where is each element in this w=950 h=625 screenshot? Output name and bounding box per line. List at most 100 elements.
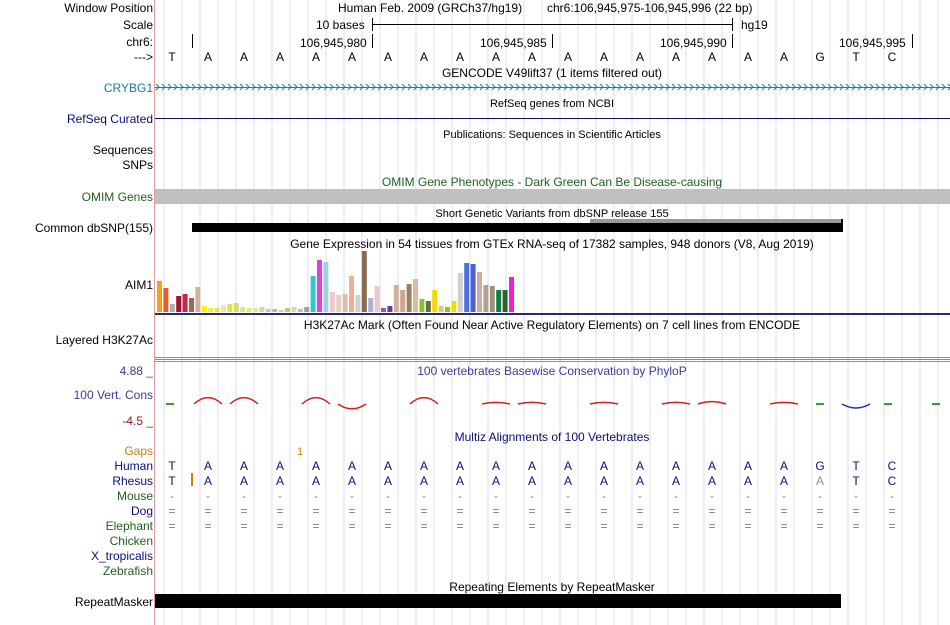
phylop-score-arc bbox=[697, 400, 727, 405]
repeatmasker-track-label[interactable]: RepeatMasker bbox=[74, 595, 153, 609]
gtex-tissue-bar[interactable] bbox=[182, 294, 188, 312]
gtex-tissue-bar[interactable] bbox=[272, 309, 278, 312]
gtex-tissue-bar[interactable] bbox=[502, 290, 508, 312]
gtex-tissue-bar[interactable] bbox=[285, 308, 290, 312]
gtex-tissue-bar[interactable] bbox=[304, 307, 310, 312]
sequence-base: A bbox=[275, 50, 284, 64]
phylop-track-label[interactable]: 100 Vert. Cons bbox=[73, 388, 153, 402]
gtex-tissue-bar[interactable] bbox=[221, 305, 226, 312]
dbsnp-variant-bar[interactable] bbox=[192, 223, 842, 232]
refseq-track-label[interactable]: RefSeq Curated bbox=[66, 112, 153, 126]
gtex-tissue-bar[interactable] bbox=[176, 296, 182, 312]
gtex-tissue-bar[interactable] bbox=[240, 307, 246, 312]
ruler-tick bbox=[372, 34, 373, 48]
gtex-tissue-bar[interactable] bbox=[169, 304, 175, 312]
gtex-tissue-bar[interactable] bbox=[400, 290, 406, 312]
gtex-tissue-bar[interactable] bbox=[425, 301, 431, 312]
gtex-tissue-bar[interactable] bbox=[368, 298, 374, 312]
gtex-gene-label[interactable]: AIM1 bbox=[124, 278, 153, 292]
species-label-rhesus[interactable]: Rhesus bbox=[112, 474, 153, 488]
gtex-tissue-bar[interactable] bbox=[349, 276, 354, 312]
sequence-base: A bbox=[455, 50, 464, 64]
gtex-tissue-bar[interactable] bbox=[477, 272, 482, 312]
gencode-gene-label[interactable]: CRYBG1 bbox=[103, 81, 153, 95]
refseq-gene-line[interactable] bbox=[155, 118, 950, 119]
species-label-dog[interactable]: Dog bbox=[130, 504, 153, 518]
h3k27ac-track-label[interactable]: Layered H3K27Ac bbox=[55, 333, 153, 347]
repeatmasker-track-title[interactable]: Repeating Elements by RepeatMasker bbox=[449, 580, 655, 594]
elephant-base: = bbox=[816, 519, 824, 533]
gtex-tissue-bar[interactable] bbox=[323, 262, 329, 312]
h3k27ac-signal-blue bbox=[155, 357, 950, 358]
gtex-tissue-bar[interactable] bbox=[317, 260, 322, 312]
gtex-tissue-bar[interactable] bbox=[445, 307, 450, 312]
gtex-tissue-bar[interactable] bbox=[336, 295, 342, 312]
publications-sequences-label[interactable]: Sequences bbox=[92, 143, 153, 157]
gtex-tissue-bar[interactable] bbox=[342, 294, 348, 312]
gtex-tissue-bar[interactable] bbox=[297, 309, 303, 312]
gtex-tissue-bar[interactable] bbox=[393, 285, 399, 312]
gtex-tissue-bar[interactable] bbox=[214, 308, 220, 312]
publications-track-title[interactable]: Publications: Sequences in Scientific Ar… bbox=[443, 129, 661, 141]
gtex-tissue-bar[interactable] bbox=[233, 303, 239, 312]
gtex-tissue-bar[interactable] bbox=[195, 287, 201, 312]
species-label-elephant[interactable]: Elephant bbox=[105, 519, 153, 533]
gtex-tissue-bar[interactable] bbox=[432, 290, 438, 312]
gtex-tissue-bar[interactable] bbox=[470, 264, 476, 312]
gtex-tissue-bar[interactable] bbox=[227, 304, 233, 312]
gtex-tissue-bar[interactable] bbox=[265, 309, 271, 312]
gtex-tissue-bar[interactable] bbox=[310, 276, 316, 312]
gtex-tissue-bar[interactable] bbox=[253, 308, 258, 312]
gtex-tissue-bar[interactable] bbox=[489, 286, 495, 312]
gtex-track-title[interactable]: Gene Expression in 54 tissues from GTEx … bbox=[290, 237, 814, 251]
omim-gene-bar[interactable] bbox=[155, 189, 950, 204]
scale-bar bbox=[372, 24, 733, 25]
gtex-tissue-bar[interactable] bbox=[189, 298, 194, 312]
multiz-track-title[interactable]: Multiz Alignments of 100 Vertebrates bbox=[454, 430, 650, 444]
gtex-tissue-bar[interactable] bbox=[329, 292, 335, 312]
species-label-chicken[interactable]: Chicken bbox=[109, 534, 153, 548]
dbsnp-track-label[interactable]: Common dbSNP(155) bbox=[34, 221, 153, 235]
gtex-tissue-bar[interactable] bbox=[464, 263, 470, 312]
phylop-track-title[interactable]: 100 vertebrates Basewise Conservation by… bbox=[417, 364, 687, 378]
gtex-tissue-bar[interactable] bbox=[413, 279, 418, 312]
gtex-tissue-bar[interactable] bbox=[278, 310, 284, 312]
gtex-tissue-bar[interactable] bbox=[201, 306, 207, 312]
species-label-human[interactable]: Human bbox=[114, 459, 153, 473]
gencode-track-title[interactable]: GENCODE V49lift37 (1 items filtered out) bbox=[441, 66, 663, 80]
gtex-tissue-bar[interactable] bbox=[361, 251, 367, 312]
gtex-tissue-bar[interactable] bbox=[381, 308, 386, 312]
gtex-tissue-bar[interactable] bbox=[406, 284, 412, 312]
repeatmasker-element[interactable] bbox=[155, 594, 841, 608]
gtex-tissue-bar[interactable] bbox=[163, 288, 169, 312]
gtex-tissue-bar[interactable] bbox=[419, 299, 425, 312]
species-label-zebrafish[interactable]: Zebrafish bbox=[102, 564, 153, 578]
publications-snps-label[interactable]: SNPs bbox=[122, 158, 153, 172]
omim-track-title[interactable]: OMIM Gene Phenotypes - Dark Green Can Be… bbox=[381, 175, 723, 189]
refseq-track-title[interactable]: RefSeq genes from NCBI bbox=[489, 98, 615, 110]
species-label-x-tropicalis[interactable]: X_tropicalis bbox=[90, 549, 153, 563]
human-base: A bbox=[599, 459, 608, 473]
h3k27ac-track-title[interactable]: H3K27Ac Mark (Often Found Near Active Re… bbox=[303, 318, 801, 332]
gtex-tissue-bar[interactable] bbox=[246, 308, 252, 312]
dbsnp-variant-bar-grey[interactable] bbox=[590, 219, 842, 223]
multiz-gaps-label[interactable]: Gaps bbox=[124, 444, 153, 458]
gtex-tissue-bar[interactable] bbox=[374, 286, 380, 312]
species-label-mouse[interactable]: Mouse bbox=[116, 489, 153, 503]
gtex-tissue-bar[interactable] bbox=[355, 295, 361, 312]
gtex-tissue-bar[interactable] bbox=[387, 306, 393, 312]
gtex-tissue-bar[interactable] bbox=[509, 277, 514, 312]
omim-track-label[interactable]: OMIM Genes bbox=[81, 190, 153, 204]
gtex-tissue-bar[interactable] bbox=[259, 307, 265, 312]
gtex-tissue-bar[interactable] bbox=[291, 307, 297, 312]
gtex-tissue-bar[interactable] bbox=[496, 290, 502, 312]
gtex-tissue-bar[interactable] bbox=[157, 281, 162, 312]
gtex-tissue-bar[interactable] bbox=[483, 285, 489, 312]
dbsnp-track-title[interactable]: Short Genetic Variants from dbSNP releas… bbox=[435, 208, 669, 220]
gtex-tissue-bar[interactable] bbox=[438, 306, 444, 312]
gtex-tissue-bar[interactable] bbox=[451, 301, 457, 312]
gtex-tissue-bar[interactable] bbox=[208, 308, 214, 312]
gtex-tissue-bar[interactable] bbox=[457, 273, 463, 312]
